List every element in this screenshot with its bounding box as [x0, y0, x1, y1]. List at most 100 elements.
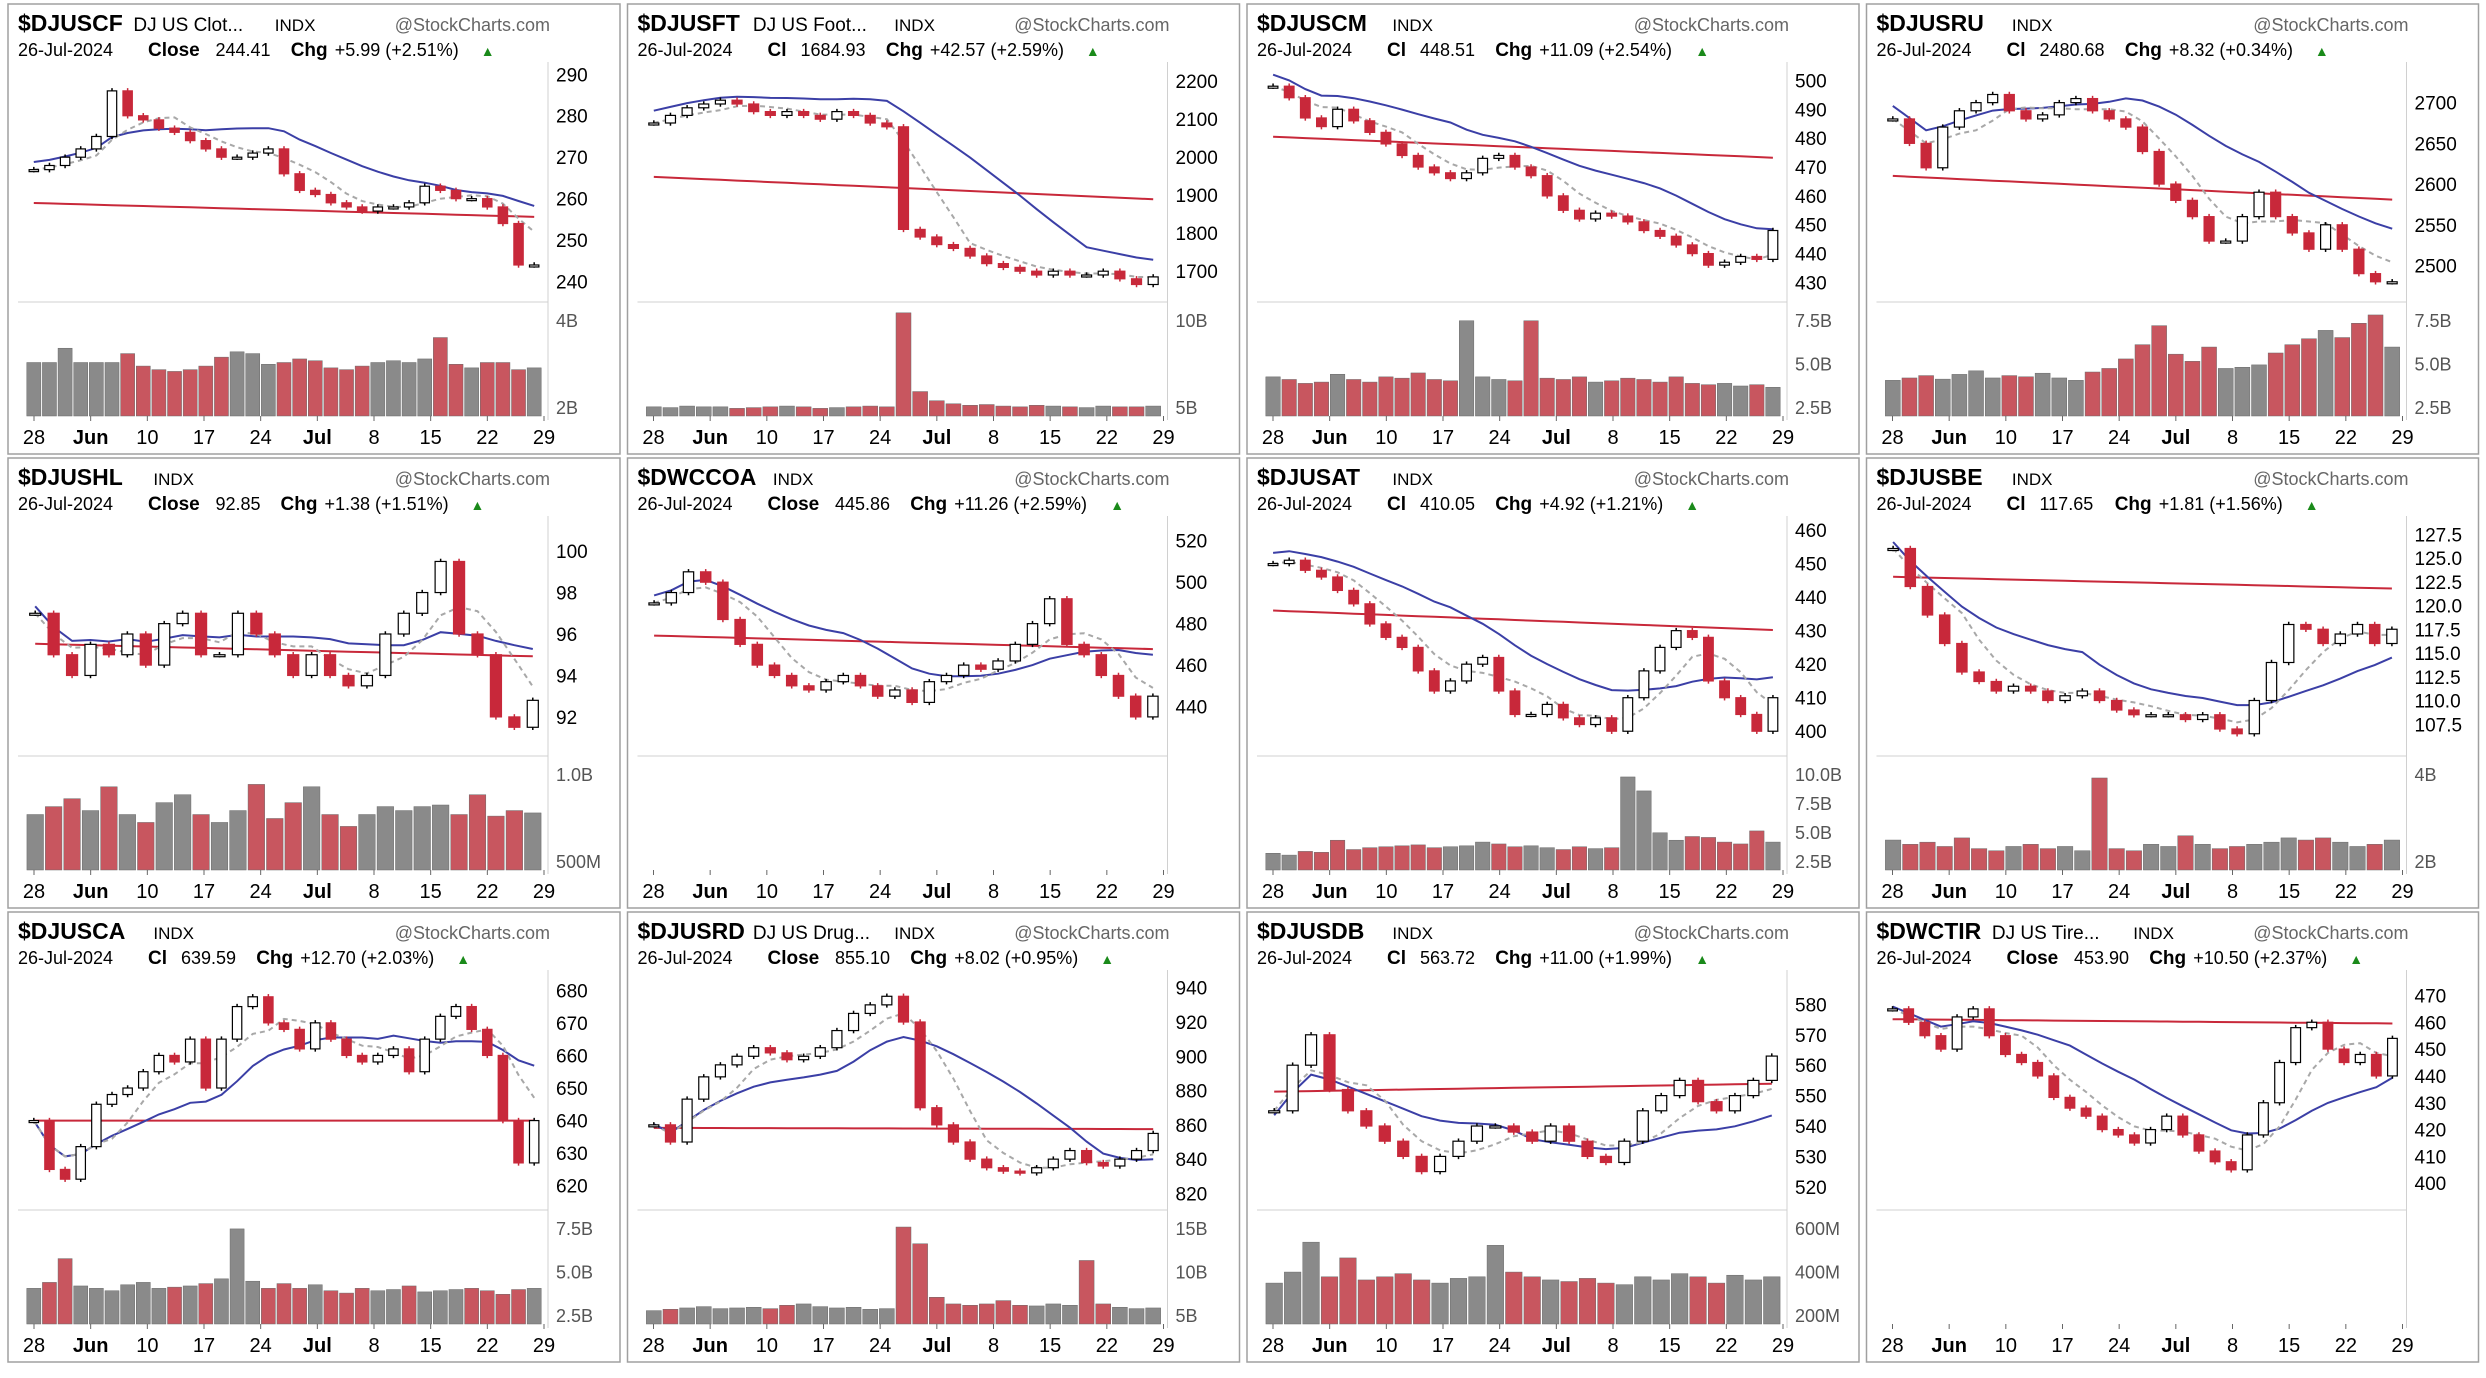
- volume-bar: [464, 1288, 479, 1325]
- volume-bar: [1459, 320, 1475, 417]
- x-tick-label: 15: [420, 1335, 442, 1357]
- volume-bar: [1902, 844, 1919, 871]
- x-tick-label: Jun: [73, 881, 109, 903]
- price-tick-label: 2000: [1176, 148, 1218, 169]
- candle: [837, 674, 850, 683]
- volume-tick-label: 10B: [1176, 1263, 1208, 1283]
- candle: [2093, 690, 2106, 702]
- candle: [1509, 690, 1521, 716]
- candle: [1031, 1167, 1043, 1174]
- x-tick-label: Jul: [922, 1335, 951, 1357]
- volume-bar: [1491, 843, 1507, 871]
- candle: [528, 264, 540, 268]
- candle: [1129, 695, 1142, 718]
- candle: [814, 114, 826, 120]
- sma-fast-line: [653, 95, 1154, 261]
- candle: [2186, 199, 2199, 218]
- close-value: 410.05: [1420, 494, 1475, 514]
- volume-bar: [1885, 839, 1902, 871]
- price-tick-label: 450: [1795, 555, 1827, 576]
- candle: [1526, 1131, 1539, 1142]
- candle: [798, 110, 810, 116]
- x-tick-label: 10: [136, 427, 158, 449]
- volume-bar: [1394, 377, 1410, 417]
- chg-value: +12.70 (+2.03%): [300, 948, 434, 968]
- candle: [1114, 1158, 1126, 1167]
- volume-bar: [1597, 1282, 1615, 1325]
- volume-bar: [1668, 376, 1684, 417]
- price-tick-label: 460: [1795, 187, 1827, 208]
- candle: [2370, 1053, 2382, 1077]
- candle: [287, 654, 300, 677]
- x-tick-label: 17: [812, 881, 834, 903]
- candle: [341, 1038, 352, 1057]
- x-tick-label: 29: [1152, 427, 1174, 449]
- date-label: 26-Jul-2024: [18, 494, 113, 514]
- candle: [2103, 110, 2115, 120]
- volume-bar: [323, 1290, 339, 1325]
- price-tick-label: 1900: [1176, 186, 1218, 207]
- volume-bar: [978, 1303, 995, 1325]
- candle: [106, 90, 118, 138]
- volume-bar: [2297, 839, 2314, 871]
- price-tick-label: 650: [556, 1079, 588, 1100]
- x-tick-label: 29: [2391, 881, 2413, 903]
- volume-bar: [1539, 377, 1555, 417]
- x-tick-label: 15: [2278, 881, 2300, 903]
- index-name: DJ US Tire...: [1992, 923, 2100, 944]
- volume-bar: [307, 1284, 323, 1325]
- volume-bar: [1112, 406, 1128, 417]
- exchange-label: INDX: [1392, 16, 1433, 35]
- volume-bar: [895, 1226, 912, 1325]
- candle: [2320, 224, 2332, 250]
- x-tick-label: 28: [1881, 1335, 1903, 1357]
- x-tick-label: 10: [136, 1335, 158, 1357]
- candle: [294, 1028, 305, 1050]
- chg-label: Chg: [2115, 494, 2152, 515]
- x-tick-label: 10: [756, 1335, 778, 1357]
- volume-bar: [2246, 844, 2263, 871]
- candle: [1267, 562, 1279, 567]
- price-tick-label: 430: [1795, 273, 1827, 294]
- x-tick-label: Jun: [692, 1335, 728, 1357]
- candle: [1973, 671, 1985, 683]
- volume-bar: [2194, 844, 2211, 871]
- x-tick-label: Jul: [303, 881, 332, 903]
- sma-fast-line: [34, 605, 534, 650]
- price-tick-label: 480: [1176, 615, 1208, 636]
- candle: [1921, 585, 1934, 616]
- candle: [2286, 216, 2298, 234]
- candle: [1599, 1155, 1613, 1164]
- volume-tick-label: 600M: [1795, 1219, 1840, 1239]
- candle: [419, 185, 431, 204]
- x-tick-label: 28: [642, 881, 664, 903]
- candle: [975, 664, 987, 670]
- volume-bar: [2351, 323, 2367, 417]
- ma-dotted-line: [32, 1017, 536, 1158]
- candle: [2290, 1027, 2302, 1064]
- volume-bar: [1733, 843, 1749, 871]
- close-value: 117.65: [2040, 494, 2094, 514]
- volume-bar: [247, 784, 265, 871]
- volume-bar: [2334, 337, 2350, 417]
- sma-fast-line: [653, 578, 1153, 678]
- volume-bar: [2022, 844, 2039, 871]
- candle: [768, 664, 781, 677]
- price-tick-label: 640: [556, 1112, 588, 1133]
- candle: [1636, 1110, 1649, 1142]
- chg-label: Chg: [886, 40, 923, 61]
- candle: [1618, 1140, 1631, 1164]
- close-value: 448.51: [1420, 40, 1475, 60]
- price-tick-label: 107.5: [2415, 715, 2463, 736]
- volume-bar: [2108, 848, 2125, 871]
- volume-bar: [712, 406, 729, 417]
- x-tick-label: 28: [23, 1335, 45, 1357]
- candle: [2048, 1075, 2060, 1098]
- candle: [2209, 1150, 2221, 1163]
- candle: [1903, 118, 1916, 144]
- volume-bar: [104, 1290, 120, 1325]
- x-tick-label: 22: [1096, 427, 1118, 449]
- volume-bar: [729, 1307, 745, 1325]
- volume-bar: [182, 369, 198, 417]
- chart-panel-djusru: $DJUSRU INDX @StockCharts.com 26-Jul-2024 Cl…: [1865, 3, 2480, 455]
